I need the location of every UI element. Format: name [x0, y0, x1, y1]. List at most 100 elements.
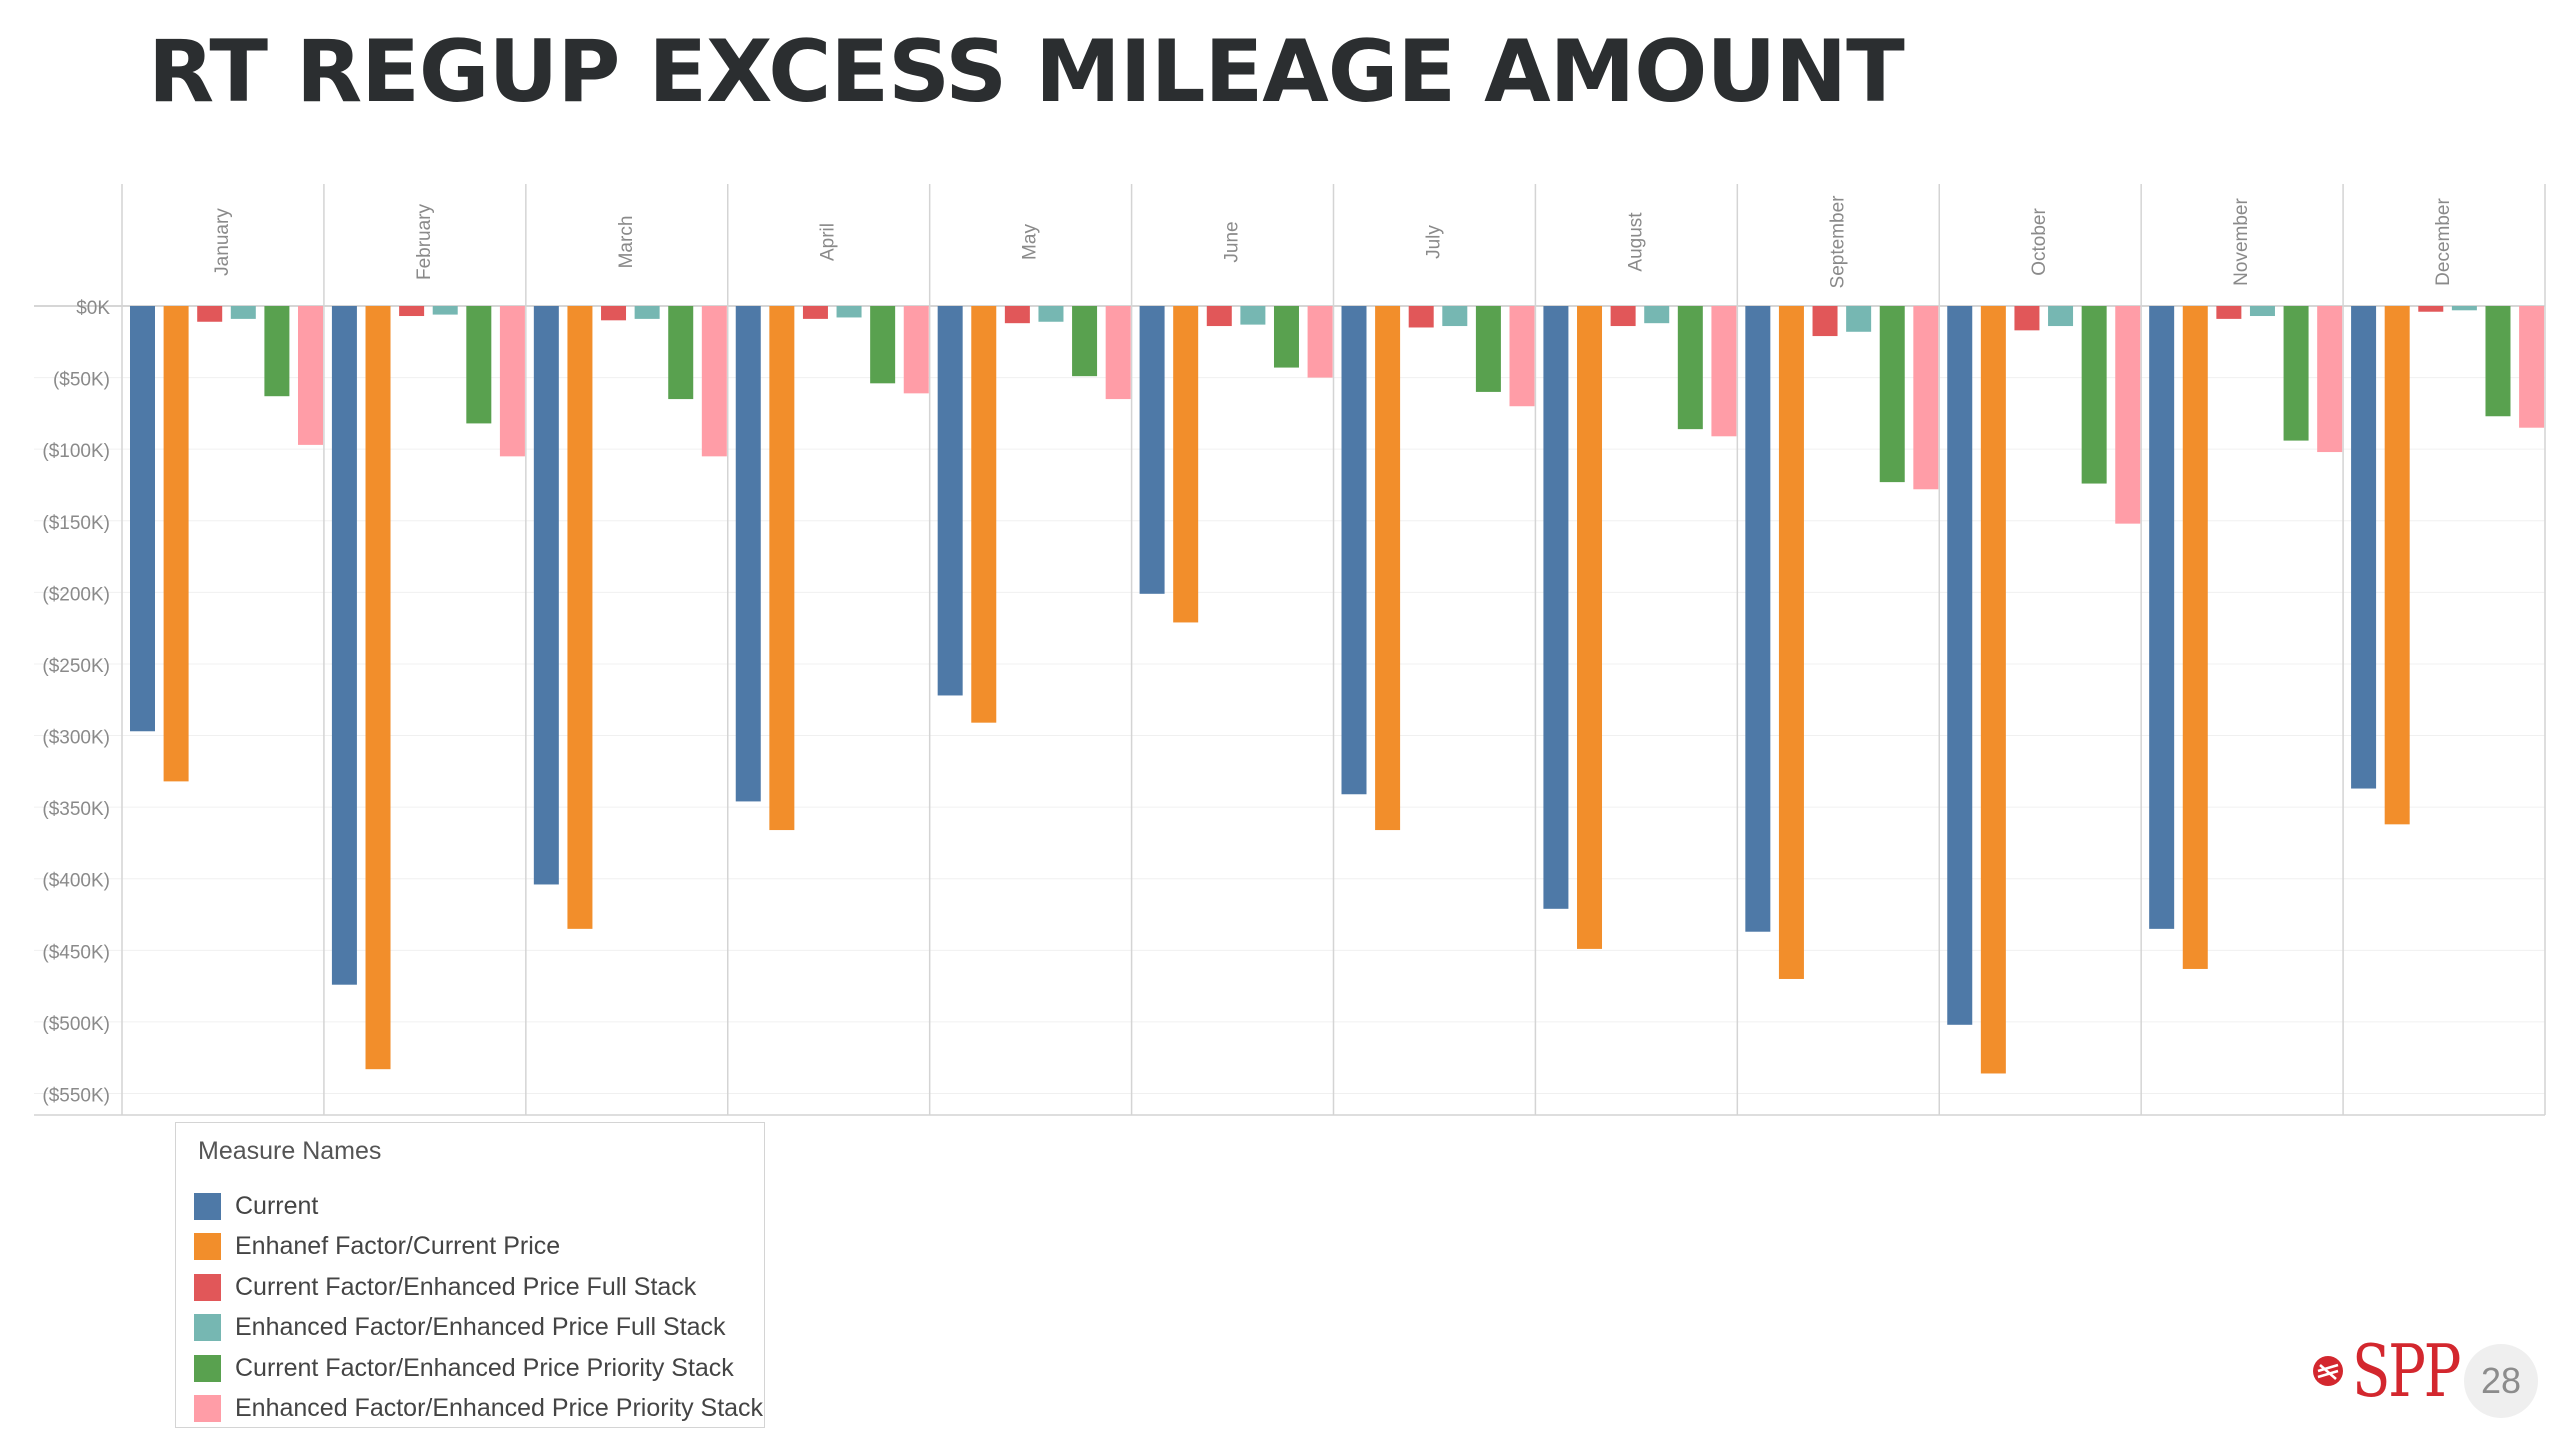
bar-enhanced-factor-enhanced-price-priority-stack-january[interactable]: [298, 306, 323, 445]
bar-enhanef-factor-current-price-february[interactable]: [365, 306, 391, 1070]
bar-current-september[interactable]: [1745, 306, 1771, 932]
bar-current-factor-enhanced-price-priority-stack-january[interactable]: [264, 306, 290, 397]
legend-item-current[interactable]: Current: [188, 1186, 752, 1227]
bar-enhanef-factor-current-price-december[interactable]: [2384, 306, 2410, 825]
month-header-april: April: [818, 223, 839, 261]
bar-current-factor-enhanced-price-priority-stack-april[interactable]: [870, 306, 896, 384]
bar-enhanced-factor-enhanced-price-priority-stack-february[interactable]: [499, 306, 525, 457]
bar-enhanced-factor-enhanced-price-priority-stack-april[interactable]: [903, 306, 929, 394]
bar-current-april[interactable]: [735, 306, 761, 802]
legend-item-enhanef-factor-current-price[interactable]: Enhanef Factor/Current Price: [188, 1227, 752, 1268]
bar-enhanced-factor-enhanced-price-full-stack-july[interactable]: [1442, 306, 1468, 327]
y-tick-label: ($250K): [42, 656, 110, 677]
spp-logo-text: SPP: [2352, 1329, 2461, 1413]
bar-enhanced-factor-enhanced-price-full-stack-october[interactable]: [2048, 306, 2074, 327]
bar-current-factor-enhanced-price-full-stack-june[interactable]: [1206, 306, 1232, 327]
bar-enhanef-factor-current-price-july[interactable]: [1375, 306, 1401, 831]
bar-current-factor-enhanced-price-priority-stack-march[interactable]: [668, 306, 694, 400]
bar-enhanced-factor-enhanced-price-full-stack-february[interactable]: [432, 306, 458, 315]
legend-swatch: [194, 1273, 221, 1301]
bar-current-may[interactable]: [937, 306, 963, 696]
bar-enhanef-factor-current-price-march[interactable]: [567, 306, 593, 929]
bar-enhanced-factor-enhanced-price-full-stack-january[interactable]: [230, 306, 256, 319]
bar-current-factor-enhanced-price-full-stack-february[interactable]: [399, 306, 425, 317]
bar-enhanced-factor-enhanced-price-full-stack-december[interactable]: [2451, 306, 2477, 311]
bar-current-factor-enhanced-price-full-stack-january[interactable]: [197, 306, 223, 322]
legend-item-current-factor-enhanced-price-priority-stack[interactable]: Current Factor/Enhanced Price Priority S…: [188, 1348, 752, 1389]
legend-label: Enhanef Factor/Current Price: [235, 1232, 561, 1261]
bar-current-factor-enhanced-price-priority-stack-december[interactable]: [2485, 306, 2511, 417]
bar-enhanced-factor-enhanced-price-priority-stack-august[interactable]: [1711, 306, 1737, 437]
bar-current-july[interactable]: [1341, 306, 1367, 795]
bar-current-factor-enhanced-price-full-stack-november[interactable]: [2216, 306, 2242, 319]
bar-enhanced-factor-enhanced-price-full-stack-may[interactable]: [1038, 306, 1064, 322]
bar-enhanced-factor-enhanced-price-full-stack-march[interactable]: [634, 306, 660, 319]
month-header-may: May: [1020, 224, 1041, 260]
bar-current-factor-enhanced-price-priority-stack-june[interactable]: [1273, 306, 1299, 368]
legend-swatch: [194, 1395, 221, 1423]
bar-current-february[interactable]: [331, 306, 357, 985]
month-header-march: March: [616, 216, 637, 269]
bar-current-factor-enhanced-price-priority-stack-november[interactable]: [2283, 306, 2309, 441]
bar-enhanced-factor-enhanced-price-priority-stack-july[interactable]: [1509, 306, 1535, 407]
month-header-october: October: [2029, 208, 2050, 276]
legend-item-enhanced-factor-enhanced-price-priority-stack[interactable]: Enhanced Factor/Enhanced Price Priority …: [188, 1389, 763, 1430]
bar-chart: $0K ($50K) ($100K) ($150K) ($200K) ($250K) ($3…: [34, 184, 2546, 1116]
bar-current-factor-enhanced-price-full-stack-october[interactable]: [2014, 306, 2040, 331]
legend-label: Enhanced Factor/Enhanced Price Full Stac…: [235, 1313, 726, 1342]
bar-current-june[interactable]: [1139, 306, 1165, 594]
bar-enhanced-factor-enhanced-price-full-stack-november[interactable]: [2249, 306, 2275, 317]
bar-enhanced-factor-enhanced-price-full-stack-april[interactable]: [836, 306, 862, 318]
bar-current-november[interactable]: [2149, 306, 2175, 929]
bar-enhanef-factor-current-price-november[interactable]: [2182, 306, 2208, 969]
y-tick-label: ($350K): [42, 799, 110, 820]
y-tick-label: ($200K): [42, 584, 110, 605]
bar-enhanced-factor-enhanced-price-priority-stack-october[interactable]: [2115, 306, 2141, 524]
bar-enhanef-factor-current-price-june[interactable]: [1173, 306, 1199, 623]
bar-enhanced-factor-enhanced-price-priority-stack-may[interactable]: [1105, 306, 1131, 400]
legend-items: Current Enhanef Factor/Current Price Cur…: [188, 1186, 763, 1430]
bar-current-factor-enhanced-price-full-stack-september[interactable]: [1812, 306, 1838, 337]
month-header-february: February: [414, 203, 435, 280]
bar-current-factor-enhanced-price-full-stack-december[interactable]: [2418, 306, 2444, 312]
bar-current-factor-enhanced-price-full-stack-march[interactable]: [601, 306, 627, 321]
bar-current-factor-enhanced-price-priority-stack-february[interactable]: [466, 306, 492, 424]
bar-current-factor-enhanced-price-full-stack-august[interactable]: [1610, 306, 1636, 327]
bar-current-january[interactable]: [130, 306, 155, 732]
bar-current-october[interactable]: [1947, 306, 1973, 1025]
bar-current-december[interactable]: [2351, 306, 2377, 789]
bar-enhanced-factor-enhanced-price-full-stack-august[interactable]: [1644, 306, 1670, 324]
bar-current-factor-enhanced-price-priority-stack-august[interactable]: [1677, 306, 1703, 430]
month-header-september: September: [1827, 195, 1848, 289]
bar-enhanef-factor-current-price-september[interactable]: [1778, 306, 1804, 979]
bar-current-factor-enhanced-price-full-stack-may[interactable]: [1004, 306, 1030, 324]
bar-enhanef-factor-current-price-may[interactable]: [971, 306, 997, 723]
bar-enhanced-factor-enhanced-price-priority-stack-september[interactable]: [1913, 306, 1939, 490]
legend-item-enhanced-factor-enhanced-price-full-stack[interactable]: Enhanced Factor/Enhanced Price Full Stac…: [188, 1308, 752, 1349]
bar-enhanef-factor-current-price-october[interactable]: [1980, 306, 2006, 1074]
legend-swatch: [194, 1314, 221, 1342]
bar-current-factor-enhanced-price-full-stack-april[interactable]: [802, 306, 828, 319]
bar-current-march[interactable]: [533, 306, 559, 885]
y-tick-label: $0K: [76, 298, 110, 319]
chart-area: $0K ($50K) ($100K) ($150K) ($200K) ($250K) ($3…: [0, 170, 2560, 1130]
y-tick-label: ($50K): [53, 370, 110, 391]
bar-enhanef-factor-current-price-august[interactable]: [1577, 306, 1603, 949]
bar-current-august[interactable]: [1543, 306, 1569, 909]
bar-current-factor-enhanced-price-priority-stack-july[interactable]: [1475, 306, 1501, 392]
bar-enhanced-factor-enhanced-price-priority-stack-march[interactable]: [701, 306, 727, 457]
bar-current-factor-enhanced-price-full-stack-july[interactable]: [1408, 306, 1434, 328]
bar-current-factor-enhanced-price-priority-stack-september[interactable]: [1879, 306, 1905, 483]
legend-label: Current: [235, 1191, 319, 1220]
bar-enhanced-factor-enhanced-price-priority-stack-november[interactable]: [2317, 306, 2343, 453]
bar-current-factor-enhanced-price-priority-stack-may[interactable]: [1072, 306, 1098, 377]
legend-item-current-factor-enhanced-price-full-stack[interactable]: Current Factor/Enhanced Price Full Stack: [188, 1267, 752, 1308]
bar-enhanef-factor-current-price-january[interactable]: [163, 306, 189, 782]
bar-enhanef-factor-current-price-april[interactable]: [769, 306, 795, 831]
bar-enhanced-factor-enhanced-price-full-stack-september[interactable]: [1846, 306, 1872, 332]
bar-enhanced-factor-enhanced-price-priority-stack-june[interactable]: [1307, 306, 1333, 378]
bar-enhanced-factor-enhanced-price-priority-stack-december[interactable]: [2519, 306, 2545, 428]
bar-enhanced-factor-enhanced-price-full-stack-june[interactable]: [1240, 306, 1266, 325]
month-header-june: June: [1222, 221, 1243, 262]
bar-current-factor-enhanced-price-priority-stack-october[interactable]: [2081, 306, 2107, 484]
